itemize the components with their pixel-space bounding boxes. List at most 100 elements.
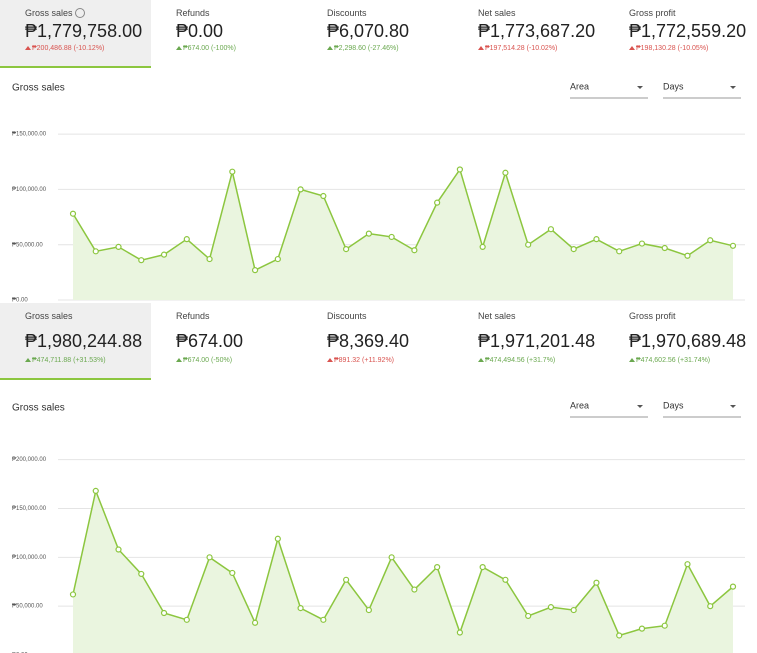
- data-point: [502, 576, 509, 583]
- metric-label: Refunds: [176, 8, 210, 18]
- data-point: [138, 570, 145, 578]
- data-point: [343, 576, 350, 583]
- dropdown[interactable]: Days: [663, 81, 741, 99]
- metric-tab[interactable]: Gross profit ₱1,772,559.20 ₱198,130.28 (-1…: [604, 0, 755, 68]
- y-tick-label: ₱100,000.00: [12, 555, 47, 561]
- data-point: [183, 236, 190, 243]
- change-text: ₱474,494.56 (+31.7%): [485, 357, 556, 364]
- metric-tab[interactable]: Gross sales ₱1,980,244.88 ₱474,711.88 (+31…: [0, 303, 151, 380]
- dropdown-arrow: [730, 405, 736, 408]
- metric-change: ₱474,711.88 (+31.53%): [25, 357, 106, 364]
- data-point: [297, 186, 304, 193]
- data-point: [593, 579, 600, 586]
- data-point: [547, 226, 555, 233]
- change-text: ₱2,298.60 (-27.46%): [334, 45, 399, 52]
- metric-value: ₱1,971,201.48: [478, 331, 596, 351]
- metric-value: ₱1,980,244.88: [25, 331, 143, 351]
- data-point: [616, 248, 623, 255]
- dropdown-label: Area: [570, 81, 589, 91]
- data-point: [297, 605, 304, 612]
- data-point: [502, 169, 509, 176]
- y-tick-label: ₱50,000.00: [12, 242, 43, 248]
- data-point: [115, 243, 122, 250]
- data-point: [525, 241, 532, 248]
- data-point: [729, 583, 737, 590]
- metric-tab[interactable]: Gross sales ₱1,779,758.00 ₱200,486.88 (-10…: [0, 0, 151, 68]
- data-point: [638, 240, 646, 247]
- metric-tab[interactable]: Refunds ₱0.00 ₱674.00 (-100%): [151, 0, 302, 68]
- metric-tab[interactable]: Refunds ₱674.00 ₱674.00 (-50%): [151, 303, 302, 380]
- data-point: [138, 257, 145, 264]
- metric-value: ₱1,773,687.20: [478, 21, 596, 41]
- data-point: [707, 603, 714, 610]
- data-point: [388, 554, 395, 561]
- change-arrow: [629, 46, 635, 50]
- metric-value: ₱674.00: [176, 331, 244, 351]
- area-fill: [73, 169, 733, 300]
- change-arrow: [629, 358, 635, 362]
- dropdown-label: Days: [663, 400, 684, 410]
- metric-change: ₱674.00 (-50%): [176, 357, 232, 364]
- y-tick-label: ₱150,000.00: [12, 132, 47, 138]
- data-point: [251, 619, 259, 626]
- data-point: [206, 554, 213, 561]
- y-tick-label: ₱0.00: [12, 298, 28, 302]
- data-point: [570, 246, 577, 253]
- metric-tab[interactable]: Gross profit ₱1,970,689.48 ₱474,602.56 (+3…: [604, 303, 755, 380]
- data-point: [229, 168, 236, 175]
- data-point: [661, 244, 668, 252]
- data-point: [661, 622, 668, 629]
- data-point: [183, 616, 190, 623]
- dropdown[interactable]: Days: [663, 400, 741, 418]
- data-point: [320, 192, 327, 200]
- metric-value: ₱6,070.80: [327, 21, 410, 41]
- dropdown[interactable]: Area: [570, 400, 648, 418]
- metric-label: Discounts: [327, 311, 367, 321]
- data-point: [638, 625, 646, 632]
- change-arrow: [176, 46, 182, 50]
- info-icon: [75, 8, 85, 18]
- change-arrow: [327, 46, 333, 50]
- metric-tab[interactable]: Net sales ₱1,971,201.48 ₱474,494.56 (+31.7…: [453, 303, 604, 380]
- data-point: [479, 563, 486, 571]
- metric-tab[interactable]: Discounts ₱8,369.40 ₱891.32 (+11.92%): [302, 303, 453, 380]
- data-point: [707, 237, 714, 244]
- dropdown-arrow: [637, 86, 643, 89]
- change-arrow: [327, 358, 333, 362]
- change-text: ₱474,602.56 (+31.74%): [636, 357, 711, 364]
- data-point: [229, 569, 236, 577]
- change-arrow: [25, 46, 31, 50]
- data-point: [684, 252, 691, 259]
- data-point: [570, 606, 577, 614]
- area-line: [72, 167, 734, 272]
- metric-tab[interactable]: Discounts ₱6,070.80 ₱2,298.60 (-27.46%): [302, 0, 453, 68]
- metrics-row: Gross sales ₱1,980,244.88 ₱474,711.88 (+31…: [0, 303, 757, 380]
- data-point: [365, 230, 372, 237]
- data-point: [684, 561, 691, 568]
- change-arrow: [176, 358, 182, 362]
- change-text: ₱197,514.28 (-10.02%): [485, 45, 558, 52]
- data-point: [92, 487, 99, 495]
- metric-tab[interactable]: Net sales ₱1,773,687.20 ₱197,514.28 (-10.0…: [453, 0, 604, 68]
- data-point: [69, 210, 77, 217]
- chart: Gross sales Area Days ₱0.00 ₱50,000.00 ₱100,0…: [12, 81, 745, 302]
- metric-change: ₱891.32 (+11.92%): [327, 357, 394, 364]
- metric-label: Net sales: [478, 311, 516, 321]
- metric-change: ₱674.00 (-100%): [176, 45, 236, 52]
- data-point: [274, 535, 281, 542]
- data-point: [547, 604, 555, 611]
- data-point: [456, 166, 463, 173]
- change-text: ₱674.00 (-100%): [183, 45, 236, 52]
- data-point: [479, 243, 486, 250]
- chart-title: Gross sales: [12, 403, 65, 414]
- data-point: [525, 612, 532, 620]
- data-point: [92, 248, 99, 255]
- data-point: [411, 247, 418, 254]
- change-text: ₱891.32 (+11.92%): [334, 357, 394, 364]
- metric-label: Refunds: [176, 311, 210, 321]
- y-tick-label: ₱100,000.00: [12, 187, 47, 193]
- metric-change: ₱474,602.56 (+31.74%): [629, 357, 710, 364]
- dropdown[interactable]: Area: [570, 81, 648, 99]
- area-line: [72, 488, 734, 637]
- data-point: [274, 255, 281, 263]
